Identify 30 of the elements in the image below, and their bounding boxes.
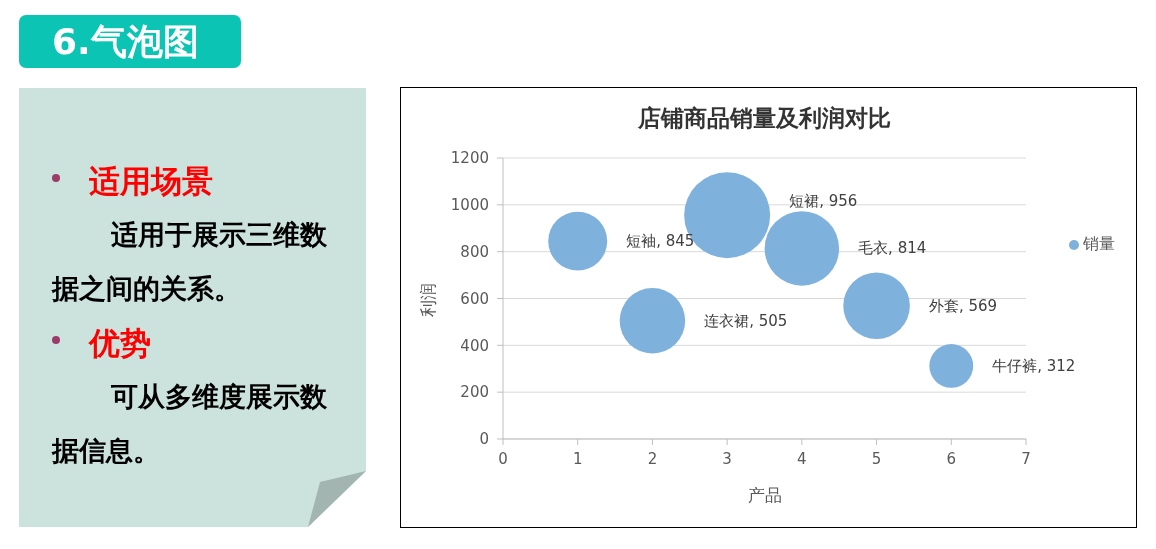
- text: 6.气泡图: [52, 20, 199, 64]
- chart-title: 店铺商品销量及利润对比: [637, 104, 892, 132]
- data-label: 短裙, 956: [789, 192, 858, 211]
- x-tick-label: 1: [572, 449, 583, 468]
- x-tick-label: 6: [946, 449, 957, 468]
- data-label: 牛仔裤, 312: [992, 356, 1076, 375]
- x-tick-label: 3: [722, 449, 732, 468]
- y-tick-label: 1000: [450, 196, 489, 215]
- text: 优势: [89, 325, 151, 361]
- y-axis-title: 利润: [417, 283, 439, 317]
- text: 适用于展示三维数据之间的关系。: [52, 218, 328, 306]
- y-tick-label: 0: [479, 430, 489, 449]
- x-tick-label: 4: [797, 449, 807, 468]
- y-tick-label: 800: [460, 242, 489, 261]
- data-label: 连衣裙, 505: [704, 311, 788, 330]
- y-tick-label: 600: [460, 289, 489, 308]
- x-tick-label: 0: [498, 449, 508, 468]
- x-tick-label: 7: [1021, 449, 1031, 468]
- x-tick-label: 2: [647, 449, 658, 468]
- x-axis-title: 产品: [746, 484, 783, 507]
- data-label: 毛衣, 814: [858, 239, 927, 258]
- x-tick-label: 5: [871, 449, 882, 468]
- legend-label: 销量: [1083, 234, 1115, 255]
- y-tick-label: 200: [460, 383, 489, 402]
- data-label: 外套, 569: [928, 296, 998, 315]
- data-label: 短袖, 845: [626, 232, 695, 251]
- text: 适用场景: [89, 163, 213, 199]
- y-tick-label: 400: [460, 336, 489, 355]
- y-tick-label: 1200: [450, 149, 489, 168]
- text: 可从多维度展示数据信息。: [52, 380, 328, 468]
